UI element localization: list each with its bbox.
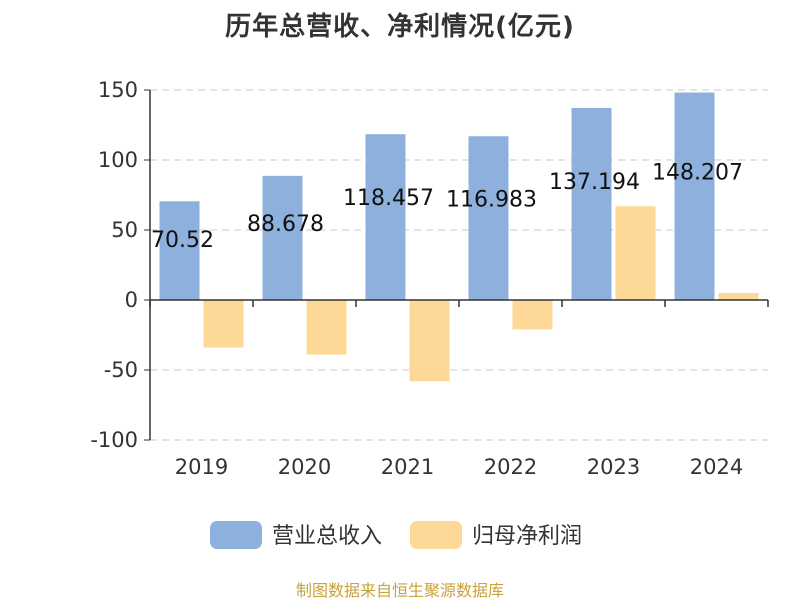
- chart-title: 历年总营收、净利情况(亿元): [225, 12, 575, 42]
- legend-label: 营业总收入: [272, 524, 382, 549]
- net-profit-bar[interactable]: [306, 300, 347, 355]
- net-profit-bar[interactable]: [718, 293, 759, 300]
- source-note: 制图数据来自恒生聚源数据库: [295, 581, 504, 600]
- gridlines: [150, 89, 768, 441]
- revenue-data-label: 70.52: [151, 228, 214, 253]
- revenue-bar[interactable]: [159, 201, 200, 300]
- legend-item-revenue[interactable]: 营业总收入: [210, 521, 382, 549]
- revenue-data-label: 148.207: [652, 160, 743, 185]
- legend-item-net-profit[interactable]: 归母净利润: [410, 521, 582, 549]
- x-tick-label: 2023: [587, 455, 640, 479]
- legend-swatch: [410, 521, 462, 549]
- revenue-data-label: 88.678: [247, 212, 324, 237]
- data-labels: 70.52 88.678 118.457 116.983 137.194 148.207: [151, 160, 743, 252]
- x-tick-label: 2020: [278, 455, 331, 479]
- x-tick-label: 2022: [484, 455, 537, 479]
- x-tick-label: 2019: [175, 455, 228, 479]
- net-profit-bar[interactable]: [409, 300, 450, 382]
- x-tick-label: 2024: [690, 455, 743, 479]
- y-tick-label: 50: [111, 218, 138, 242]
- y-tick-label: -100: [90, 428, 138, 452]
- revenue-data-label: 118.457: [343, 186, 434, 211]
- y-tick-label: -50: [104, 358, 138, 382]
- x-tick-label: 2021: [381, 455, 434, 479]
- revenue-bar[interactable]: [262, 175, 303, 300]
- revenue-bar[interactable]: [674, 92, 715, 301]
- y-tick-label: 100: [98, 148, 138, 172]
- legend-swatch: [210, 521, 262, 549]
- revenue-bar[interactable]: [571, 107, 612, 300]
- revenue-data-label: 116.983: [446, 187, 537, 212]
- y-tick-label: 0: [125, 288, 138, 312]
- net-profit-bar[interactable]: [512, 300, 553, 330]
- net-profit-bar[interactable]: [615, 206, 656, 300]
- revenue-bar[interactable]: [365, 134, 406, 300]
- legend-label: 归母净利润: [472, 524, 582, 549]
- revenue-bar[interactable]: [468, 136, 509, 300]
- bars: [159, 92, 759, 382]
- net-profit-bar[interactable]: [203, 300, 244, 348]
- revenue-data-label: 137.194: [549, 170, 640, 195]
- axes: -100 -50 0 50 100 150 2019 2020 2021 2022 2023 2024: [90, 78, 769, 479]
- y-tick-label: 150: [98, 78, 138, 102]
- legend[interactable]: 营业总收入 归母净利润: [210, 521, 582, 549]
